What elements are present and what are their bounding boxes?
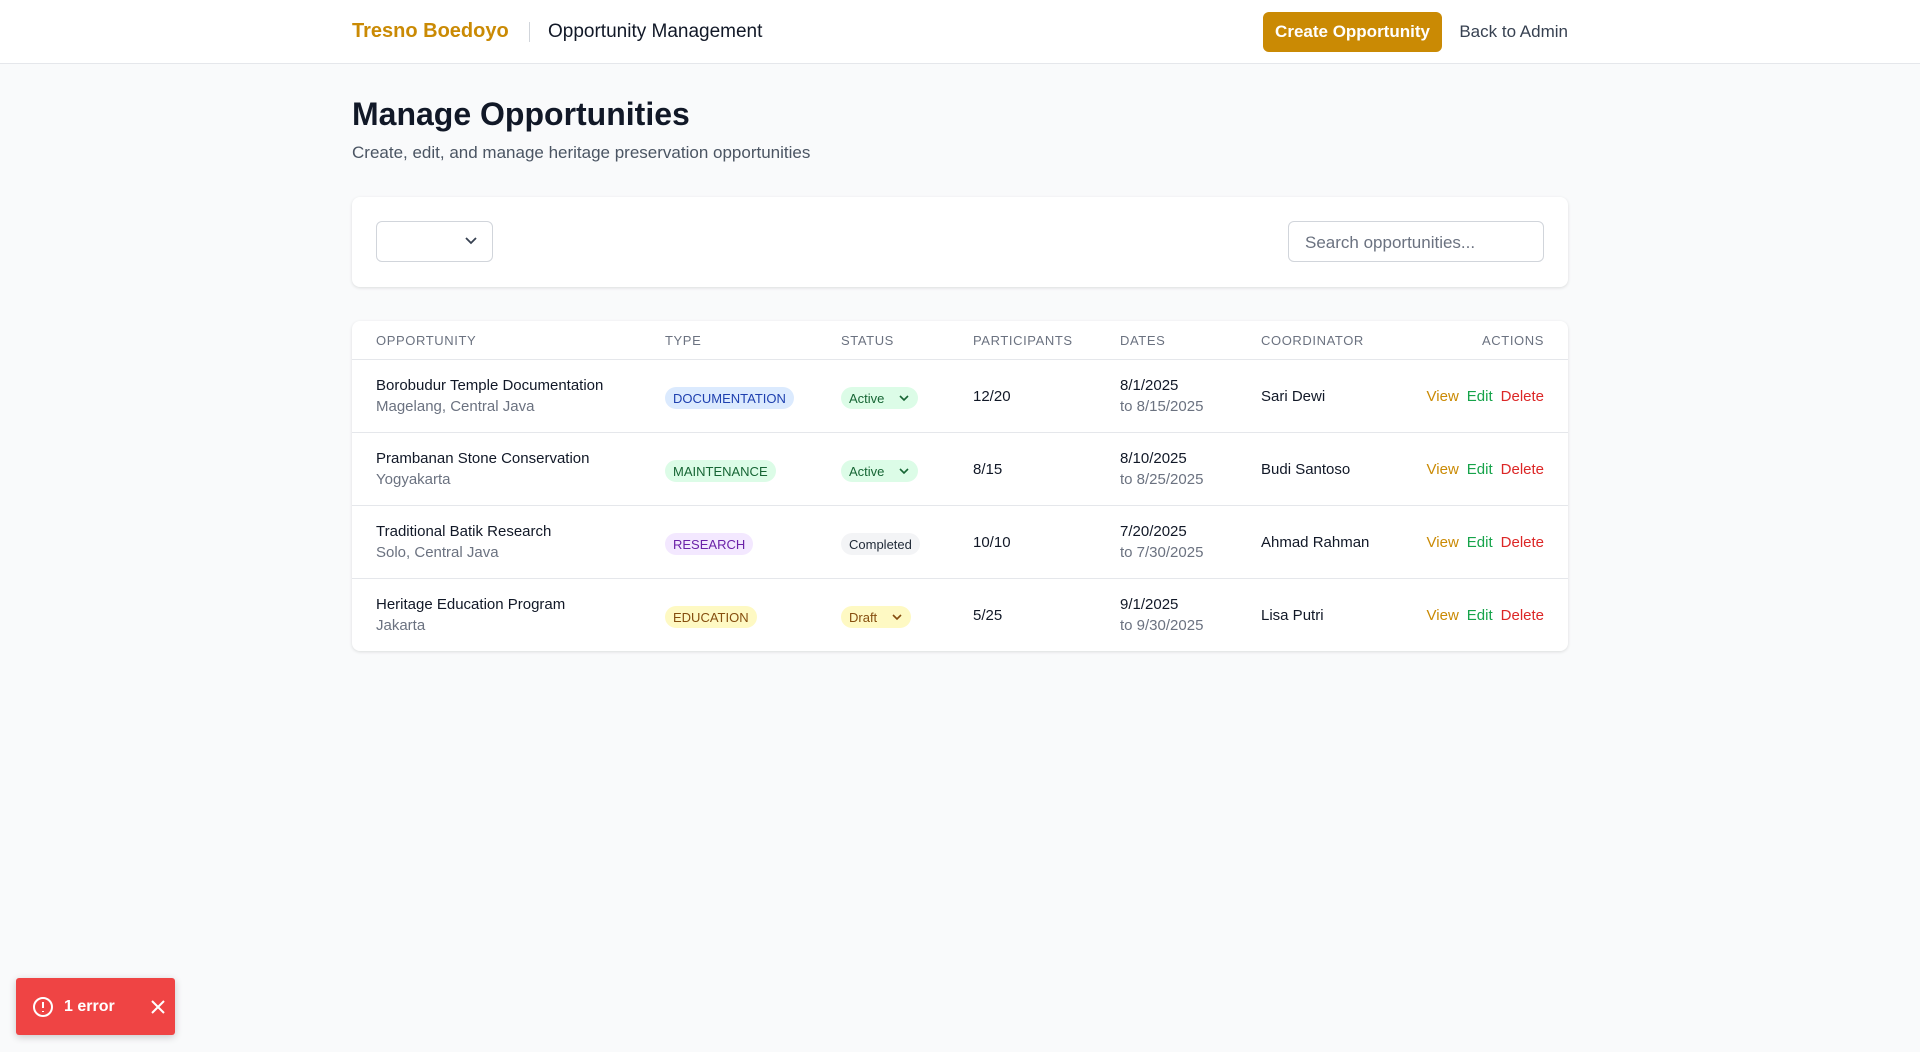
action-link[interactable]: Delete [1500,607,1544,624]
error-toast[interactable]: 1 error [16,978,175,1035]
column-header: STATUS [841,333,894,348]
opportunity-location: Yogyakarta [376,471,451,488]
action-link[interactable]: Edit [1466,607,1493,624]
status-badge[interactable]: Active [841,460,919,482]
brand[interactable]: Tresno Boedoyo [352,20,509,42]
divider [529,22,530,42]
coordinator: Budi Santoso [1261,461,1351,478]
table-row: Borobudur Temple Documentation Magelang, … [352,359,1568,432]
status-badge[interactable]: Draft [841,606,912,628]
type-badge: EDUCATION [665,606,757,628]
start-date: 8/10/2025 [1120,450,1187,467]
column-header: ACTIONS [1482,333,1544,348]
action-link[interactable]: Delete [1500,461,1544,478]
chevron [892,614,902,621]
opportunity-location: Magelang, Central Java [376,398,535,415]
participants: 10/10 [973,534,1011,551]
start-date: 9/1/2025 [1120,596,1179,613]
end-date: to 9/30/2025 [1120,617,1204,634]
chevron [899,395,909,402]
status-badge: Completed [841,533,920,555]
opportunity-name: Borobudur Temple Documentation [376,377,604,394]
opportunity-name: Heritage Education Program [376,596,566,613]
page-subtitle: Create, edit, and manage heritage preser… [352,143,811,162]
page-title: Manage Opportunities [352,96,690,132]
opportunity-location: Solo, Central Java [376,544,499,561]
action-link[interactable]: View [1426,388,1459,405]
section-title: Opportunity Management [548,21,763,42]
opportunity-name: Traditional Batik Research [376,523,552,540]
type-badge: MAINTENANCE [665,460,776,482]
table-row: Heritage Education Program Jakarta EDUCATI… [352,578,1568,651]
action-link[interactable]: Edit [1466,388,1493,405]
top-bar: Tresno Boedoyo Opportunity Management Cr… [0,0,1920,64]
action-link[interactable]: Delete [1500,534,1544,551]
start-date: 8/1/2025 [1120,377,1179,394]
table-row: Prambanan Stone Conservation Yogyakarta MA… [352,432,1568,505]
start-date: 7/20/2025 [1120,523,1187,540]
coordinator: Sari Dewi [1261,388,1326,405]
chevron [899,468,909,475]
participants: 8/15 [973,461,1003,478]
filter-select[interactable] [376,221,493,262]
chevron [465,237,477,245]
toast-text: 1 error [64,997,115,1015]
participants: 12/20 [973,388,1011,405]
actions: View Edit Delete [1427,461,1544,478]
action-link[interactable]: View [1426,461,1459,478]
action-link[interactable]: View [1426,607,1459,624]
opportunity-location: Jakarta [376,617,426,634]
coordinator: Ahmad Rahman [1261,534,1370,551]
error-icon [33,996,53,1017]
back-link[interactable]: Back to Admin [1459,22,1568,41]
status-text: Completed [849,536,912,552]
column-header: DATES [1120,333,1166,348]
action-link[interactable]: Edit [1466,461,1493,478]
column-header: TYPE [665,333,702,348]
end-date: to 8/15/2025 [1120,398,1204,415]
column-header: COORDINATOR [1261,333,1364,348]
filter-card: Search opportunities... [352,197,1568,287]
type-badge: RESEARCH [665,533,754,555]
status-text: Active [849,463,885,479]
action-link[interactable]: Delete [1500,388,1544,405]
end-date: to 7/30/2025 [1120,544,1204,561]
table: OPPORTUNITY TYPE STATUS PARTICIPANTS DATES CO… [352,321,1568,651]
table-row: Traditional Batik Research Solo, Central … [352,505,1568,578]
status-badge[interactable]: Active [841,387,919,409]
type-badge: DOCUMENTATION [665,387,794,409]
participants: 5/25 [973,607,1003,624]
actions: View Edit Delete [1427,388,1544,405]
search-input[interactable]: Search opportunities... [1288,221,1544,262]
create-button[interactable]: Create Opportunity [1263,12,1442,52]
close-icon[interactable] [149,998,167,1016]
column-header: OPPORTUNITY [376,333,477,348]
column-header: PARTICIPANTS [973,333,1073,348]
action-link[interactable]: Edit [1466,534,1493,551]
end-date: to 8/25/2025 [1120,471,1204,488]
coordinator: Lisa Putri [1261,607,1324,624]
status-text: Draft [849,609,878,625]
opportunity-name: Prambanan Stone Conservation [376,450,590,467]
action-link[interactable]: View [1426,534,1459,551]
actions: View Edit Delete [1427,534,1544,551]
status-text: Active [849,390,885,406]
actions: View Edit Delete [1427,607,1544,624]
